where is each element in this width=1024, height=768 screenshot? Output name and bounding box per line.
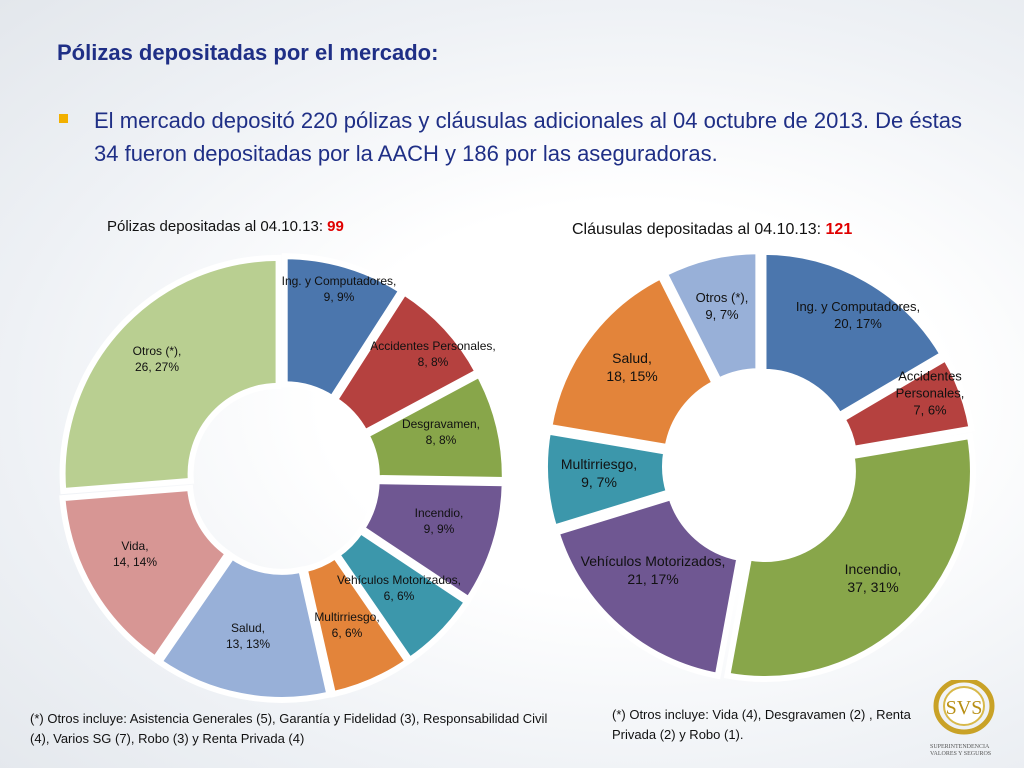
chart-polizas-title: Pólizas depositadas al 04.10.13: 99 [107,218,344,235]
slice-label-line: Vehículos Motorizados, [337,573,461,587]
page-title: Pólizas depositadas por el mercado: [57,40,439,65]
slice-label-line: 9, 9% [424,522,455,536]
slice-clausulas-3 [552,493,743,680]
bullet-square-icon [59,114,68,123]
slice-label-line: Accidentes Personales, [370,339,495,353]
logo-ring-inner [943,686,985,726]
slice-label-line: Incendio, [415,506,464,520]
slice-label-line: Otros (*), [696,290,749,305]
slice-clausulas-0 [760,248,947,420]
slice-label-line: 9, 7% [705,307,739,322]
slice-label-clausulas-4: Multirriesgo, 9, 7% [561,456,637,490]
donut-clausulas [542,248,976,682]
slice-label-polizas-3: Incendio, 9, 9% [415,506,464,536]
slice-polizas-1 [330,288,482,437]
slice-label-clausulas-5: Salud, 18, 15% [606,350,657,384]
chart-clausulas-total: 121 [825,221,853,238]
slice-label-clausulas-1: Accidentes Personales, 7, 6% [896,369,965,418]
slice-label-polizas-4: Vehículos Motorizados, 6, 6% [337,573,461,603]
chart-polizas-total: 99 [327,218,344,235]
slice-label-polizas-7: Vida, 14, 14% [113,539,157,569]
svs-logo: SVS [933,680,995,735]
slice-label-line: Otros (*), [133,344,182,358]
slice-label-line: Personales, [896,386,965,401]
slice-label-line: Desgravamen, [402,417,480,431]
chart-polizas-title-text: Pólizas depositadas al 04.10.13: [107,218,323,235]
slice-label-polizas-1: Accidentes Personales, 8, 8% [370,339,495,369]
logo-ring-outer [933,680,995,735]
slice-clausulas-1 [838,353,976,453]
slice-label-polizas-0: Ing. y Computadores, 9, 9% [282,274,397,304]
slice-label-line: 9, 9% [324,290,355,304]
slice-label-clausulas-2: Incendio, 37, 31% [845,561,902,595]
slice-clausulas-5 [545,272,719,451]
slice-label-clausulas-6: Otros (*), 9, 7% [696,290,749,322]
footnote-clausulas: (*) Otros incluye: Vida (4), Desgravamen… [612,707,911,742]
donut-polizas [59,253,508,703]
chart-clausulas-title: Cláusulas depositadas al 04.10.13: 121 [572,221,852,239]
slice-label-line: 26, 27% [135,360,179,374]
slice-clausulas-4 [542,428,673,532]
slice-label-line: Accidentes [898,369,962,384]
slice-label-polizas-8: Otros (*), 26, 27% [133,344,182,374]
slice-label-line: Multirriesgo, [314,610,379,624]
chart-clausulas-title-text: Cláusulas depositadas al 04.10.13: [572,221,822,238]
slice-label-line: 7, 6% [913,403,947,418]
slice-label-line: Salud, [231,621,265,635]
slice-label-line: 21, 17% [627,571,678,587]
slice-label-line: Vehículos Motorizados, [581,553,726,569]
slice-clausulas-2 [723,432,976,682]
slice-label-polizas-2: Desgravamen, 8, 8% [402,417,480,447]
slice-label-line: 13, 13% [226,637,270,651]
slice-polizas-2 [362,370,508,484]
slice-polizas-6 [155,552,334,703]
slice-label-clausulas-0: Ing. y Computadores, 20, 17% [796,299,920,331]
slice-label-line: 9, 7% [581,474,617,490]
slice-polizas-7 [59,484,233,664]
slice-label-line: 20, 17% [834,316,882,331]
slice-label-polizas-6: Salud, 13, 13% [226,621,270,651]
slice-label-line: Ing. y Computadores, [282,274,397,288]
slice-label-line: 6, 6% [384,589,415,603]
slice-label-line: Incendio, [845,561,902,577]
slice-polizas-0 [281,253,406,403]
slice-label-line: Salud, [612,350,652,366]
slice-label-line: Vida, [121,539,148,553]
slice-label-line: 8, 8% [418,355,449,369]
slice-label-line: 37, 31% [847,579,898,595]
logo-text: SVS [946,697,983,719]
slice-label-line: 6, 6% [332,626,363,640]
slice-label-line: 8, 8% [426,433,457,447]
slice-label-line: Ing. y Computadores, [796,299,920,314]
slice-label-line: 18, 15% [606,368,657,384]
slice-polizas-8 [59,254,282,495]
slice-label-clausulas-3: Vehículos Motorizados, 21, 17% [581,553,726,587]
footnote-polizas: (*) Otros incluye: Asistencia Generales … [30,711,548,746]
slice-label-line: 14, 14% [113,555,157,569]
logo-caption: SUPERINTENDENCIA VALORES Y SEGUROS [930,744,992,757]
slice-label-polizas-5: Multirriesgo, 6, 6% [314,610,379,640]
slice-clausulas-6 [660,248,762,385]
summary-paragraph: El mercado depositó 220 pólizas y cláusu… [94,108,962,166]
slice-polizas-5 [301,551,413,698]
slice-label-line: Multirriesgo, [561,456,637,472]
